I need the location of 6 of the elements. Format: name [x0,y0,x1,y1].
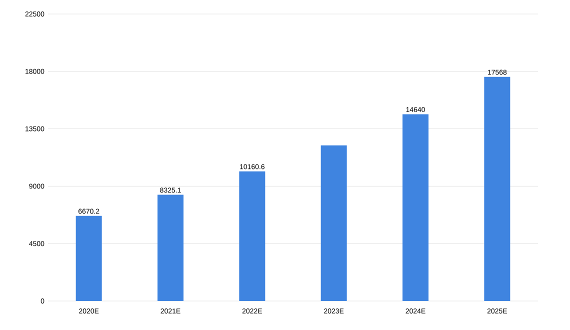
bar [76,216,102,301]
bar [239,171,266,301]
bar [402,114,428,301]
bar [484,76,510,301]
bar [320,145,347,301]
bar [158,194,184,301]
